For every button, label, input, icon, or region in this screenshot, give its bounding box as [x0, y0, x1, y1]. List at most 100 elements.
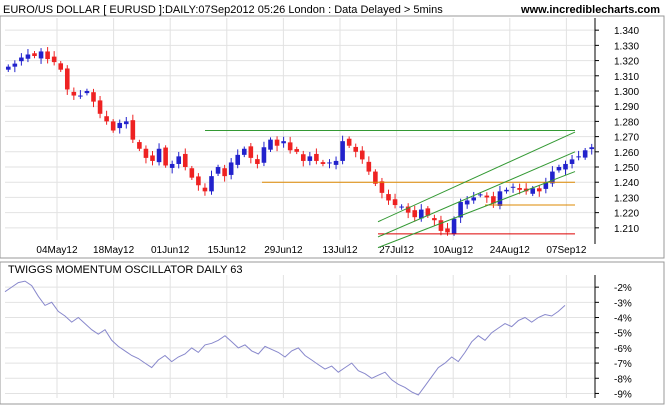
- candle-body: [255, 159, 260, 164]
- x-tick-label: 27Jul12: [379, 245, 414, 256]
- price-frame: [0, 15, 665, 259]
- candle-body: [45, 51, 50, 60]
- candle-body: [241, 148, 247, 155]
- osc-y-tick-label: -7%: [614, 359, 632, 370]
- y-tick-label: 1.280: [614, 117, 639, 128]
- osc-y-tick-label: -8%: [614, 374, 632, 385]
- channel-line: [377, 131, 576, 223]
- candle-body: [268, 139, 273, 150]
- x-tick-label: 18May12: [93, 245, 135, 256]
- candle-body: [412, 210, 418, 218]
- candle-body: [294, 149, 300, 152]
- candle-body: [386, 194, 391, 201]
- candle-body: [209, 176, 214, 192]
- candle-body: [550, 171, 555, 184]
- candle-body: [104, 116, 109, 122]
- chart-title: EURO/US DOLLAR [ EURUSD ]:DAILY:07Sep201…: [3, 4, 443, 16]
- candle-body: [169, 163, 175, 168]
- candle-body: [399, 206, 404, 208]
- candle-body: [373, 171, 378, 184]
- oscillator-line: [4, 280, 566, 396]
- candle-body: [91, 92, 96, 102]
- candle-body: [25, 54, 31, 59]
- candle-body: [137, 142, 142, 149]
- candle-body: [32, 53, 37, 57]
- candle-body: [497, 191, 503, 206]
- candle-body: [248, 146, 254, 158]
- x-tick-label: 29Jun12: [264, 245, 303, 256]
- x-tick-label: 04May12: [36, 245, 78, 256]
- candle-body: [379, 181, 385, 193]
- candle-body: [425, 208, 431, 216]
- candle-body: [143, 148, 149, 158]
- candle-body: [432, 218, 437, 221]
- candle-body: [71, 91, 77, 96]
- candle-body: [130, 120, 136, 140]
- osc-y-tick-label: -5%: [614, 329, 632, 340]
- osc-y-tick-label: -3%: [614, 298, 632, 309]
- x-tick-label: 01Jun12: [151, 245, 190, 256]
- candle-body: [5, 66, 11, 70]
- oscillator-frame: [0, 261, 665, 405]
- candle-body: [228, 162, 234, 175]
- candle-body: [458, 201, 463, 218]
- candle-body: [281, 141, 286, 144]
- candle-body: [12, 63, 18, 67]
- candle-body: [97, 100, 103, 114]
- candle-body: [464, 200, 470, 205]
- candle-body: [261, 147, 267, 163]
- y-tick-label: 1.320: [614, 57, 639, 68]
- candle-body: [51, 56, 57, 63]
- x-tick-label: 10Aug12: [433, 245, 473, 256]
- candle-body: [300, 154, 306, 161]
- candle-body: [156, 148, 162, 163]
- candle-body: [392, 199, 398, 206]
- candle-body: [202, 187, 208, 192]
- x-tick-label: 15Jun12: [208, 245, 247, 256]
- candle-body: [576, 156, 581, 158]
- osc-y-tick-label: -6%: [614, 344, 632, 355]
- candle-body: [471, 197, 477, 201]
- y-tick-label: 1.270: [614, 133, 639, 144]
- osc-y-tick-label: -4%: [614, 314, 632, 325]
- candle-body: [110, 121, 116, 131]
- candle-body: [287, 142, 293, 151]
- x-tick-label: 24Aug12: [490, 245, 530, 256]
- candle-body: [438, 220, 444, 231]
- y-tick-label: 1.300: [614, 87, 639, 98]
- oscillator-title: TWIGGS MOMENTUM OSCILLATOR DAILY 63: [8, 264, 243, 276]
- candle-body: [307, 156, 313, 161]
- candle-body: [569, 159, 575, 164]
- candle-body: [314, 153, 319, 161]
- candle-body: [333, 160, 339, 165]
- candle-body: [235, 154, 241, 165]
- candle-body: [189, 168, 195, 178]
- candle-body: [84, 90, 90, 94]
- candle-body: [327, 162, 332, 164]
- candle-body: [353, 146, 359, 152]
- candle-body: [320, 162, 326, 164]
- y-tick-label: 1.220: [614, 209, 639, 220]
- candle-body: [543, 182, 549, 189]
- y-tick-label: 1.310: [614, 72, 639, 83]
- y-tick-label: 1.340: [614, 26, 639, 37]
- candle-body: [445, 228, 450, 233]
- candle-body: [38, 51, 44, 59]
- candle-body: [274, 139, 280, 146]
- candle-body: [123, 121, 129, 125]
- candle-body: [117, 122, 123, 129]
- candle-body: [484, 195, 490, 198]
- candle-body: [222, 168, 227, 177]
- y-tick-label: 1.210: [614, 224, 639, 235]
- candle-body: [340, 141, 345, 161]
- y-tick-label: 1.250: [614, 163, 639, 174]
- y-tick-label: 1.330: [614, 41, 639, 52]
- candle-body: [536, 188, 542, 192]
- candle-body: [477, 194, 483, 196]
- candle-body: [582, 150, 588, 158]
- osc-y-tick-label: -9%: [614, 389, 632, 400]
- candle-body: [405, 206, 411, 213]
- oscillator-panel: TWIGGS MOMENTUM OSCILLATOR DAILY 63 -2% -…: [0, 261, 665, 405]
